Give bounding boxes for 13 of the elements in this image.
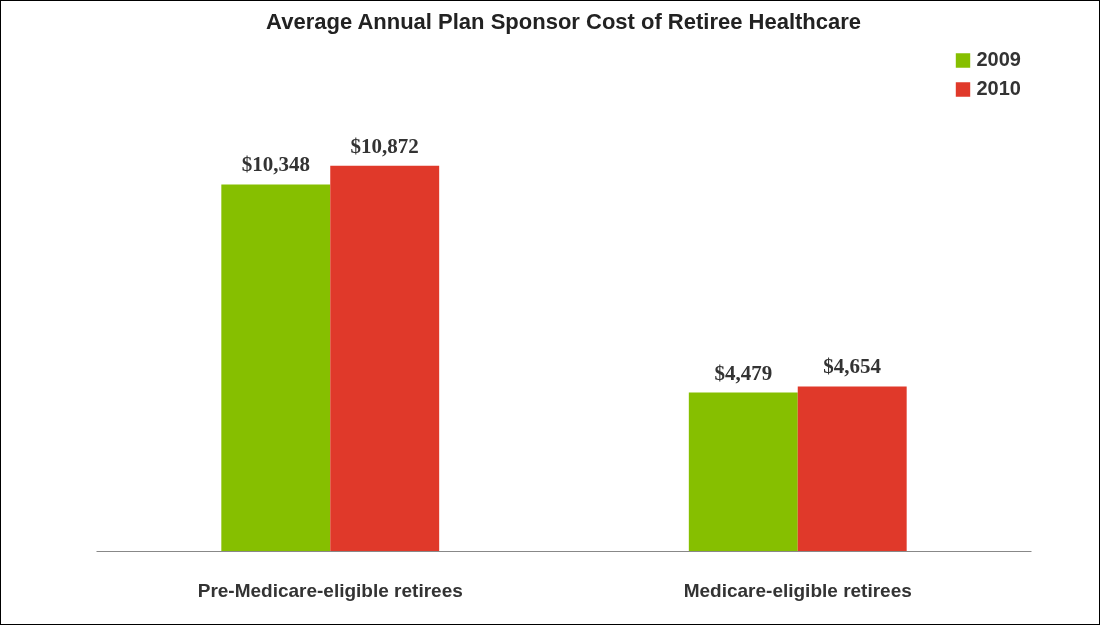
bar — [797, 386, 907, 552]
x-tick-label: Medicare-eligible retirees — [683, 579, 912, 601]
data-label: $4,654 — [823, 354, 882, 379]
legend-label: 2009 — [976, 48, 1021, 71]
data-label: $10,348 — [241, 152, 310, 177]
legend-label: 2010 — [976, 77, 1021, 100]
chart-title: Average Annual Plan Sponsor Cost of Retiree Healthcare — [266, 8, 862, 34]
x-tick-label: Pre-Medicare-eligible retirees — [197, 579, 463, 601]
bar — [688, 392, 798, 552]
bar — [330, 165, 440, 552]
data-label: $10,872 — [350, 133, 419, 158]
data-label: $4,479 — [714, 360, 773, 385]
bar — [221, 184, 331, 552]
